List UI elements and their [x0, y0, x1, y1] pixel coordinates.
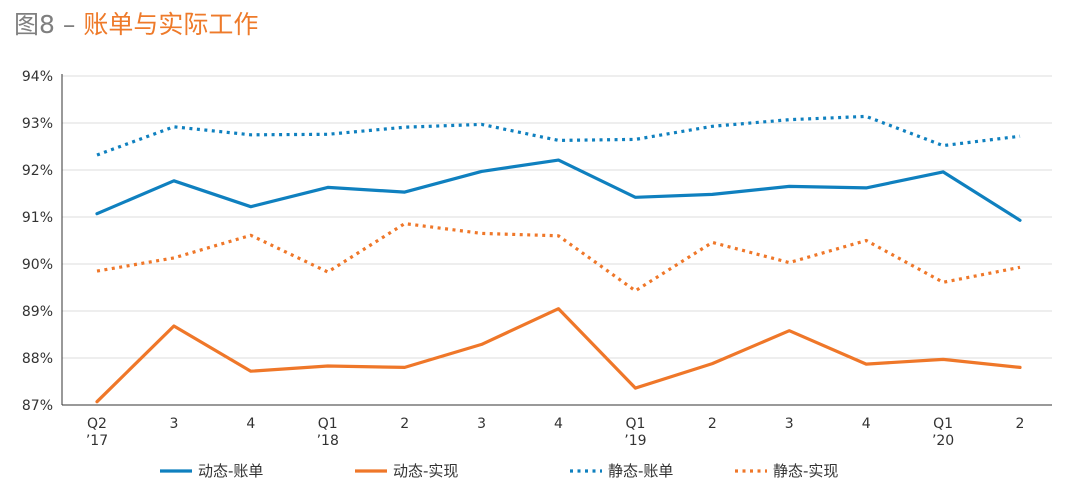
x-tick-label: Q1	[625, 416, 645, 432]
x-tick-label: 2	[708, 416, 717, 432]
y-tick-label: 92%	[22, 163, 53, 179]
x-tick-label: 3	[169, 416, 178, 432]
x-tick-label: 2	[400, 416, 409, 432]
x-tick-label: 4	[554, 416, 563, 432]
y-axis: 87% 88% 89% 90% 91% 92% 93% 94%	[22, 69, 63, 414]
x-tick-label: ’20	[932, 433, 954, 449]
series-line-1	[95, 158, 1022, 222]
series-line-2	[95, 307, 1022, 404]
y-tick-label: 93%	[22, 116, 53, 132]
y-tick-label: 88%	[22, 351, 53, 367]
chart-title: 图8 – 账单与实际工作	[14, 8, 258, 42]
title-text: 账单与实际工作	[83, 10, 259, 39]
x-axis: Q2’173 4 Q1’182 3 4 Q1’192 3 4 Q1’202	[62, 404, 1052, 449]
legend-label: 动态-账单	[198, 462, 263, 480]
y-tick-label: 91%	[22, 210, 53, 226]
legend: 动态-账单 动态-实现 静态-账单 静态-实现	[160, 462, 838, 480]
x-tick-label: Q1	[318, 416, 338, 432]
x-tick-label: Q2	[87, 416, 107, 432]
title-separator: –	[54, 10, 84, 39]
x-tick-label: 3	[477, 416, 486, 432]
series-lines	[95, 114, 1022, 404]
y-tick-label: 94%	[22, 69, 53, 85]
y-tick-label: 89%	[22, 304, 53, 320]
x-tick-label: ’18	[317, 433, 339, 449]
x-tick-label: ’19	[624, 433, 646, 449]
x-tick-label: Q1	[933, 416, 953, 432]
y-tick-label: 90%	[22, 257, 53, 273]
series-line-4	[96, 222, 1021, 293]
x-tick-label: 2	[1016, 416, 1025, 432]
figure-number: 图8	[14, 10, 55, 39]
series-line-3	[96, 114, 1021, 157]
x-tick-label: 4	[246, 416, 255, 432]
y-tick-label: 87%	[22, 398, 53, 414]
x-tick-label: 3	[785, 416, 794, 432]
x-tick-label: 4	[862, 416, 871, 432]
x-tick-label: ’17	[86, 433, 108, 449]
legend-label: 动态-实现	[393, 462, 458, 480]
gridlines	[62, 75, 1052, 359]
legend-label: 静态-账单	[608, 462, 673, 480]
legend-label: 静态-实现	[773, 462, 838, 480]
